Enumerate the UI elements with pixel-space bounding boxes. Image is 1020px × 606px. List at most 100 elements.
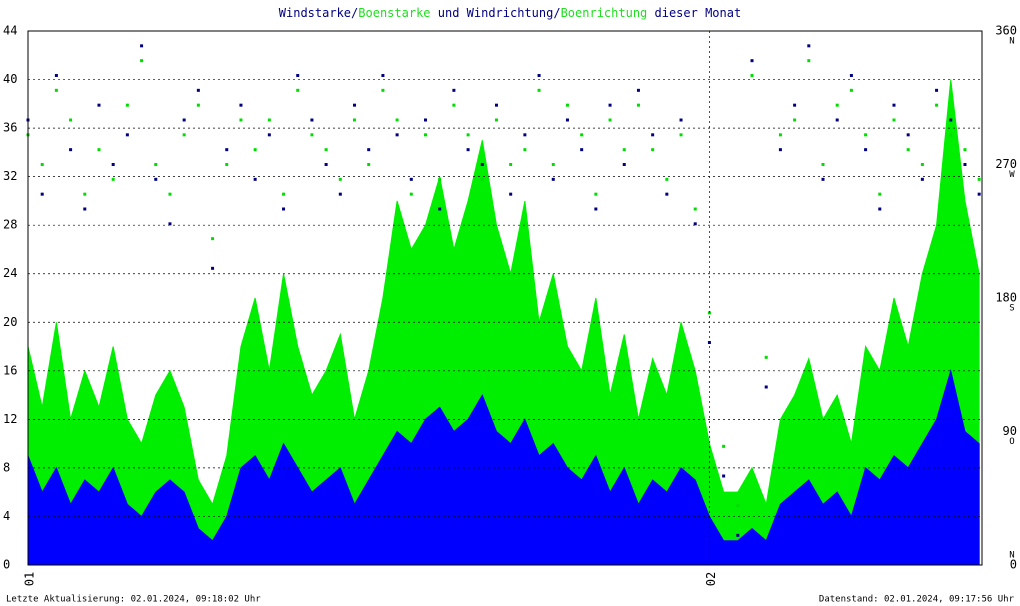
direction-dot bbox=[509, 192, 513, 196]
direction-dot bbox=[750, 74, 754, 77]
direction-dot bbox=[523, 148, 527, 152]
direction-dot bbox=[54, 88, 58, 92]
title-part: / bbox=[553, 6, 560, 20]
direction-dot bbox=[906, 148, 910, 152]
direction-dot bbox=[83, 192, 87, 196]
title-part: Windstarke bbox=[279, 6, 351, 20]
direction-dot bbox=[111, 177, 115, 181]
title-part: dieser Monat bbox=[647, 6, 741, 20]
plot-frame bbox=[27, 30, 983, 566]
footer-left: Letzte Aktualisierung: 02.01.2024, 09:18… bbox=[6, 595, 261, 605]
direction-dot bbox=[424, 118, 427, 122]
direction-dot bbox=[849, 88, 853, 92]
direction-dot bbox=[140, 44, 144, 48]
direction-dot bbox=[906, 133, 910, 137]
y2-tick-label: 180 bbox=[995, 291, 1017, 305]
direction-dot bbox=[409, 192, 413, 196]
direction-dot bbox=[963, 148, 967, 152]
y-tick-label: 28 bbox=[3, 218, 17, 232]
direction-dot bbox=[111, 163, 115, 166]
direction-dot bbox=[935, 103, 939, 107]
direction-dot bbox=[395, 118, 399, 122]
compass-label: O bbox=[1009, 437, 1014, 447]
x-tick-label: 02 bbox=[704, 572, 718, 586]
direction-dot bbox=[196, 88, 200, 92]
direction-dot bbox=[935, 88, 939, 92]
direction-dot bbox=[537, 88, 541, 92]
direction-dot bbox=[40, 163, 44, 166]
direction-dot bbox=[125, 133, 129, 137]
direction-dot bbox=[182, 133, 186, 137]
direction-dot bbox=[864, 148, 868, 152]
direction-dot bbox=[196, 103, 200, 107]
direction-dot bbox=[267, 133, 271, 137]
direction-dot bbox=[239, 103, 243, 107]
direction-dot bbox=[225, 163, 229, 166]
direction-dot bbox=[296, 88, 300, 92]
direction-dot bbox=[168, 222, 172, 226]
direction-dot bbox=[807, 44, 811, 48]
direction-dot bbox=[282, 207, 286, 211]
direction-dot bbox=[97, 148, 101, 152]
y-tick-label: 20 bbox=[3, 315, 17, 329]
direction-dot bbox=[793, 118, 797, 122]
direction-dot bbox=[722, 474, 726, 478]
direction-dot bbox=[381, 74, 385, 77]
direction-dot bbox=[821, 177, 825, 181]
direction-dot bbox=[267, 118, 271, 122]
y2-tick-label: 270 bbox=[995, 157, 1017, 171]
direction-dot bbox=[523, 133, 527, 137]
direction-dot bbox=[140, 59, 144, 63]
direction-dot bbox=[679, 133, 683, 137]
direction-dot bbox=[892, 103, 896, 107]
direction-dot bbox=[778, 148, 782, 152]
direction-dot bbox=[83, 207, 87, 211]
direction-dot bbox=[750, 59, 754, 63]
y-tick-label: 8 bbox=[3, 460, 10, 474]
direction-dot bbox=[651, 133, 655, 137]
x-tick-label: 01 bbox=[23, 572, 37, 586]
direction-dot bbox=[849, 74, 853, 77]
direction-dot bbox=[466, 133, 470, 137]
direction-dot bbox=[338, 177, 342, 181]
direction-dot bbox=[793, 103, 797, 107]
direction-dot bbox=[594, 192, 598, 196]
title-part: / bbox=[351, 6, 358, 20]
direction-dot bbox=[722, 444, 726, 448]
direction-dot bbox=[424, 133, 427, 137]
direction-dot bbox=[821, 163, 825, 166]
direction-dot bbox=[878, 207, 882, 211]
compass-label: N bbox=[1009, 551, 1014, 561]
direction-dot bbox=[253, 148, 257, 152]
direction-dot bbox=[693, 207, 697, 211]
direction-dot bbox=[154, 163, 158, 166]
direction-dot bbox=[69, 118, 73, 122]
direction-dot bbox=[963, 163, 967, 166]
direction-dot bbox=[622, 163, 626, 166]
y-tick-label: 16 bbox=[3, 363, 17, 377]
footer-right: Datenstand: 02.01.2024, 09:17:56 Uhr bbox=[819, 595, 1015, 605]
direction-dot bbox=[949, 133, 953, 137]
direction-dot bbox=[225, 148, 229, 152]
direction-dot bbox=[296, 74, 300, 77]
direction-dot bbox=[764, 385, 768, 389]
compass-label: S bbox=[1009, 304, 1014, 314]
direction-dot bbox=[679, 118, 683, 122]
direction-dot bbox=[494, 103, 498, 107]
direction-dot bbox=[977, 177, 981, 181]
direction-dot bbox=[665, 192, 669, 196]
y-tick-label: 44 bbox=[3, 24, 17, 38]
direction-dot bbox=[920, 163, 924, 166]
title-part: und Windrichtung bbox=[431, 6, 554, 20]
direction-dot bbox=[168, 192, 172, 196]
direction-dot bbox=[353, 103, 357, 107]
direction-dot bbox=[949, 118, 953, 122]
direction-dot bbox=[253, 177, 257, 181]
direction-dot bbox=[665, 177, 669, 181]
direction-dot bbox=[409, 177, 413, 181]
direction-dot bbox=[480, 163, 484, 166]
direction-dot bbox=[608, 103, 612, 107]
direction-dot bbox=[353, 118, 357, 122]
